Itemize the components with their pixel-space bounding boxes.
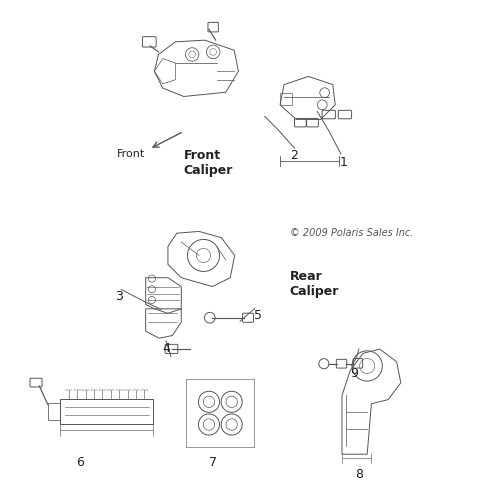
Text: 9: 9 xyxy=(350,366,358,380)
Text: © 2009 Polaris Sales Inc.: © 2009 Polaris Sales Inc. xyxy=(290,228,413,238)
Text: 6: 6 xyxy=(76,456,84,468)
Text: 3: 3 xyxy=(116,290,124,302)
Text: 4: 4 xyxy=(162,342,170,355)
Text: 2: 2 xyxy=(290,149,298,162)
Text: 8: 8 xyxy=(355,468,363,480)
Text: 1: 1 xyxy=(340,156,348,169)
Text: Front
Caliper: Front Caliper xyxy=(184,149,233,177)
Text: Front: Front xyxy=(116,149,145,159)
Text: 5: 5 xyxy=(254,310,262,322)
Text: 7: 7 xyxy=(210,456,218,468)
Text: Rear
Caliper: Rear Caliper xyxy=(290,270,339,298)
